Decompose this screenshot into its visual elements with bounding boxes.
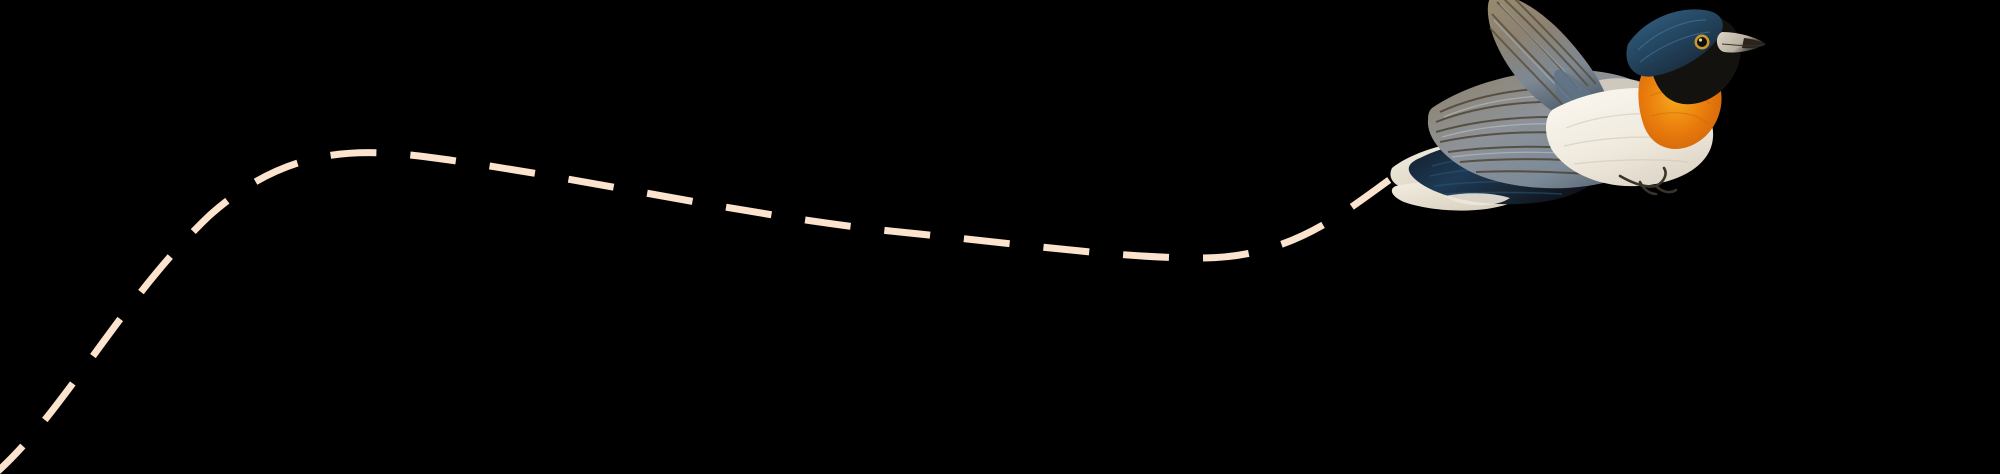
head	[1626, 9, 1766, 105]
bird-group	[1390, 0, 1766, 211]
eye	[1694, 34, 1710, 50]
flight-path	[0, 149, 1395, 474]
feet	[1618, 166, 1678, 196]
beak	[1716, 32, 1766, 53]
